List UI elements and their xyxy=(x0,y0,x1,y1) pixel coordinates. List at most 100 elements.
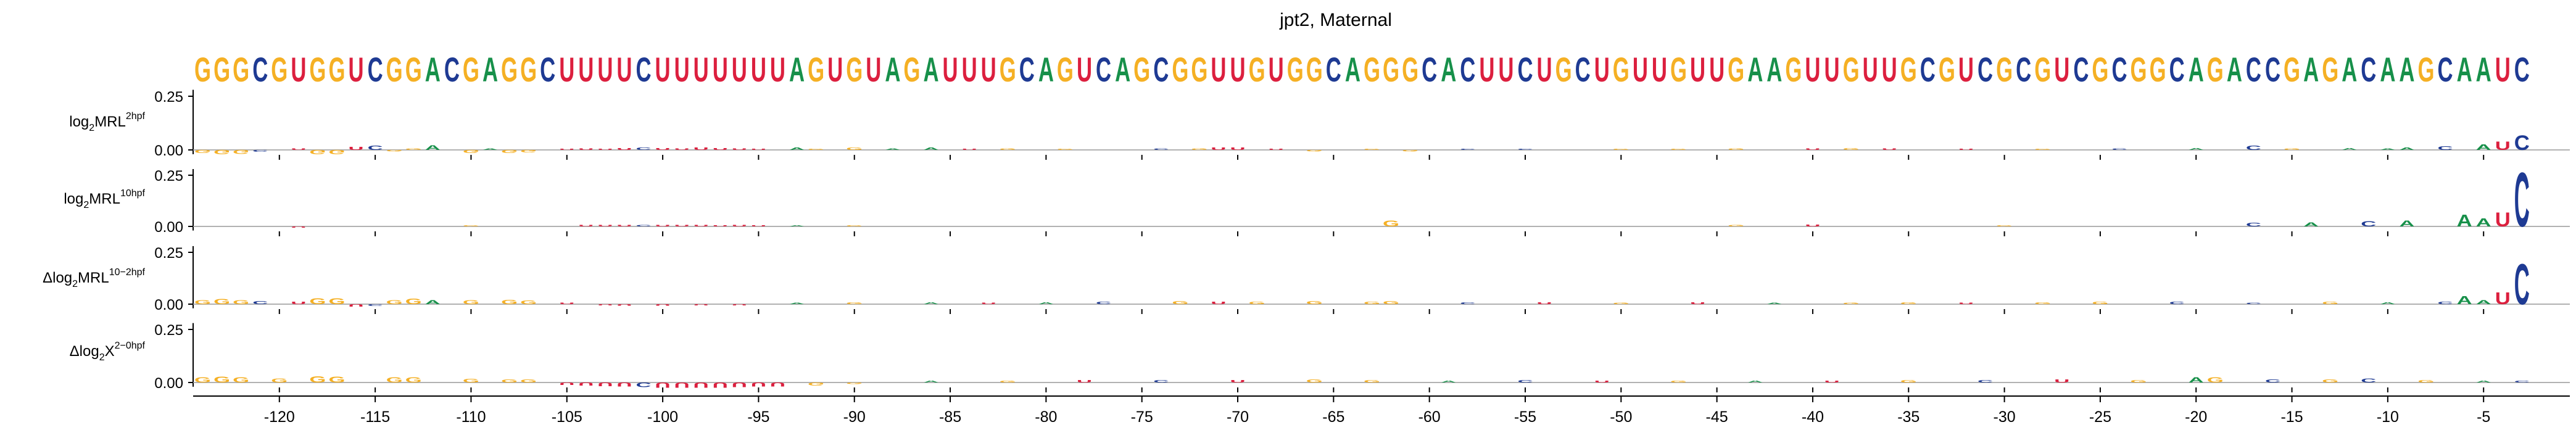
x-tick-label: -30 xyxy=(1994,408,2016,426)
logo-glyph: A xyxy=(2380,148,2395,151)
x-tick-label: -15 xyxy=(2280,408,2303,426)
sequence-letter: C xyxy=(368,51,383,89)
sequence-letter: U xyxy=(291,51,306,89)
logo-glyph: U xyxy=(674,381,690,389)
logo-glyph: C xyxy=(368,145,383,152)
logo-glyph: C xyxy=(2246,222,2261,228)
logo-glyph: U xyxy=(655,147,671,151)
y-axis-label: Δlog2X2−0hpf xyxy=(70,341,146,363)
logo-glyph: G xyxy=(1670,380,1687,383)
logo-glyph: C xyxy=(2514,252,2530,317)
logo-glyph: A xyxy=(425,299,441,305)
y-tick-label: 0.25 xyxy=(154,168,183,184)
logo-glyph: U xyxy=(732,304,747,305)
logo-glyph: A xyxy=(1766,302,1782,305)
logo-glyph: U xyxy=(674,148,690,151)
sequence-letter: U xyxy=(1211,51,1226,89)
sequence-letter: U xyxy=(1594,51,1610,89)
sequence-letter: U xyxy=(1479,51,1494,89)
logo-glyph: G xyxy=(1670,149,1687,151)
logo-glyph: U xyxy=(578,148,594,151)
logo-glyph: A xyxy=(2189,147,2204,151)
logo-glyph: G xyxy=(1900,302,1917,305)
sequence-letter: U xyxy=(751,51,766,89)
logo-glyph: A xyxy=(1747,380,1763,383)
y-axis-label: Δlog2MRL10−2hpf xyxy=(43,267,145,289)
logo-glyph: C xyxy=(2246,302,2261,305)
logo-glyph: U xyxy=(2495,139,2511,152)
logo-glyph: G xyxy=(1996,225,2013,227)
logo-glyph: U xyxy=(1690,302,1705,305)
logo-glyph: U xyxy=(732,148,747,151)
logo-glyph: U xyxy=(616,381,632,388)
x-tick-label: -65 xyxy=(1322,408,1344,426)
sequence-letter: A xyxy=(2476,51,2491,89)
logo-glyph: C xyxy=(2246,145,2261,152)
sequence-letter: U xyxy=(674,51,690,89)
sequence-letter: G xyxy=(1670,51,1687,89)
sequence-letter: G xyxy=(233,51,249,89)
logo-glyph: G xyxy=(309,374,326,384)
logo-glyph: C xyxy=(368,304,383,307)
sequence-letter: A xyxy=(1345,51,1360,89)
logo-glyph: U xyxy=(1537,302,1552,305)
logo-glyph: A xyxy=(789,302,805,305)
x-tick-label: -35 xyxy=(1897,408,1920,426)
sequence-letter: G xyxy=(309,51,326,89)
logo-glyph: U xyxy=(1230,147,1245,151)
sequence-letter: G xyxy=(2418,51,2435,89)
logo-glyph: G xyxy=(213,375,230,384)
sequence-letter: G xyxy=(328,51,345,89)
logo-glyph: G xyxy=(1306,149,1323,152)
sequence-letter: C xyxy=(540,51,555,89)
logo-glyph: C xyxy=(2438,146,2453,151)
logo-glyph: A xyxy=(2476,299,2491,305)
logo-glyph: U xyxy=(291,226,306,228)
logo-glyph: C xyxy=(2514,157,2530,243)
y-axis-label-rest: MRL xyxy=(89,191,120,207)
sequence-letter: A xyxy=(425,51,441,89)
sequence-letter: G xyxy=(1287,51,1304,89)
logo-glyph: U xyxy=(2495,288,2511,308)
logo-glyph: U xyxy=(655,304,671,306)
logo-glyph: G xyxy=(501,149,518,154)
sequence-letter: U xyxy=(827,51,843,89)
logo-glyph: C xyxy=(1517,379,1533,384)
y-tick-label: 0.25 xyxy=(154,245,183,262)
logo-glyph: U xyxy=(1824,380,1839,383)
logo-glyph: U xyxy=(1077,379,1092,384)
logo-glyph: U xyxy=(2495,209,2511,231)
logo-glyph: U xyxy=(770,381,785,388)
logo-glyph: A xyxy=(2189,376,2204,384)
sequence-letter: C xyxy=(2265,51,2280,89)
x-tick-label: -60 xyxy=(1418,408,1441,426)
sequence-letter: U xyxy=(559,51,574,89)
logo-glyph: U xyxy=(655,225,671,227)
x-tick-label: -95 xyxy=(747,408,769,426)
sequence-letter: A xyxy=(2399,51,2414,89)
sequence-letter: G xyxy=(271,51,288,89)
sequence-letter: U xyxy=(597,51,613,89)
logo-glyph: G xyxy=(501,299,518,305)
logo-glyph: G xyxy=(1000,148,1016,151)
sequence-letter: G xyxy=(463,51,479,89)
sequence-letter: G xyxy=(1555,51,1572,89)
sequence-letter: G xyxy=(2207,51,2224,89)
sequence-letter: A xyxy=(1747,51,1763,89)
logo-glyph: G xyxy=(1900,379,1917,384)
logo-glyph: U xyxy=(732,381,747,389)
logo-glyph: G xyxy=(213,298,230,306)
logo-glyph: U xyxy=(1958,302,1974,305)
sequence-letter: C xyxy=(1153,51,1169,89)
x-tick-label: -75 xyxy=(1131,408,1153,426)
sequence-letter: U xyxy=(1633,51,1648,89)
logo-glyph: U xyxy=(597,381,613,387)
logo-glyph: U xyxy=(962,149,977,151)
sequence-letter: U xyxy=(1824,51,1839,89)
logo-glyph: G xyxy=(2131,379,2147,384)
logo-glyph: C xyxy=(1978,379,1993,384)
sequence-letter: U xyxy=(655,51,671,89)
